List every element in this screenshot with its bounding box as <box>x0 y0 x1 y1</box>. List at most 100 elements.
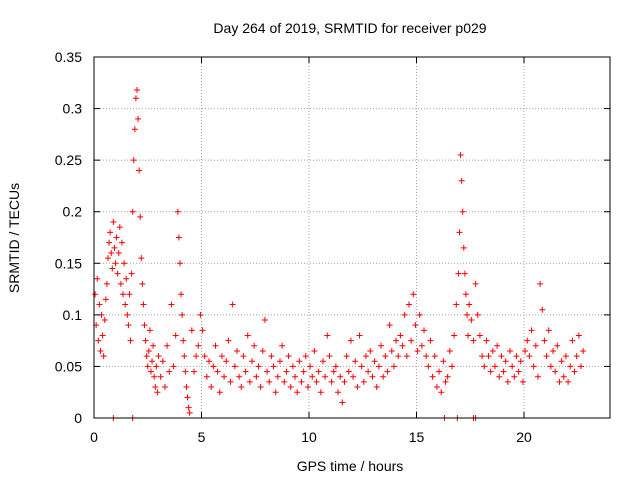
data-point <box>285 353 292 360</box>
data-point <box>545 327 552 334</box>
data-point <box>242 368 249 375</box>
data-point <box>539 306 546 313</box>
data-point <box>147 368 154 375</box>
x-tick-label: 0 <box>90 429 98 445</box>
data-point <box>183 384 190 391</box>
data-point <box>395 353 402 360</box>
data-point <box>560 373 567 380</box>
data-point <box>458 177 465 184</box>
data-point <box>507 347 514 354</box>
data-point <box>470 337 477 344</box>
data-point <box>274 373 281 380</box>
data-point <box>107 229 114 236</box>
data-point <box>558 358 565 365</box>
data-point <box>431 353 438 360</box>
data-point <box>130 157 137 164</box>
data-point <box>573 353 580 360</box>
data-point <box>96 301 103 308</box>
data-point <box>438 389 445 396</box>
data-point <box>150 342 157 349</box>
data-point <box>201 353 208 360</box>
data-point <box>456 229 463 236</box>
data-point <box>476 332 483 339</box>
data-point <box>161 384 168 391</box>
data-point <box>177 260 183 267</box>
data-point <box>326 353 333 360</box>
data-point <box>146 327 153 334</box>
data-point <box>358 363 365 370</box>
data-point <box>164 342 171 349</box>
data-point <box>203 373 210 380</box>
data-point <box>474 311 481 318</box>
data-point <box>319 358 326 365</box>
y-tick-label: 0.3 <box>63 101 83 117</box>
data-point <box>114 270 121 277</box>
data-point <box>126 291 133 298</box>
data-point <box>405 301 412 308</box>
data-point <box>283 368 290 375</box>
data-point <box>390 363 397 370</box>
data-point <box>528 327 535 334</box>
data-point <box>350 373 357 380</box>
data-point <box>279 342 286 349</box>
data-point <box>461 270 468 277</box>
chart-title: Day 264 of 2019, SRMTID for receiver p02… <box>213 20 486 36</box>
data-point <box>337 373 344 380</box>
data-point <box>244 332 251 339</box>
data-point <box>264 368 271 375</box>
data-point <box>259 347 266 354</box>
data-point <box>186 409 193 416</box>
data-point <box>117 280 124 287</box>
data-point <box>382 353 389 360</box>
data-point <box>231 363 238 370</box>
data-point <box>556 378 563 385</box>
data-point <box>324 332 331 339</box>
data-point <box>465 332 472 339</box>
data-point <box>103 280 110 287</box>
data-point <box>184 394 191 401</box>
y-tick-label: 0 <box>74 410 82 426</box>
data-point <box>442 378 449 385</box>
data-point <box>532 342 539 349</box>
data-point <box>393 337 400 344</box>
data-point <box>462 291 469 298</box>
data-point <box>515 368 522 375</box>
data-point <box>386 322 393 329</box>
data-point <box>313 378 320 385</box>
y-tick-label: 0.25 <box>55 152 82 168</box>
data-point <box>457 151 464 158</box>
data-point <box>541 337 548 344</box>
data-point <box>229 301 236 308</box>
data-point <box>223 358 230 365</box>
data-point <box>414 347 421 354</box>
data-point <box>175 234 182 241</box>
data-point <box>360 378 367 385</box>
data-point <box>418 342 425 349</box>
data-point <box>123 275 130 282</box>
data-point <box>145 347 152 354</box>
data-point <box>216 389 223 396</box>
data-point <box>330 368 337 375</box>
x-tick-label: 20 <box>516 429 532 445</box>
axis-ticks <box>93 56 610 419</box>
data-point <box>139 280 146 287</box>
data-point <box>261 317 268 324</box>
data-point <box>479 353 486 360</box>
x-tick-label: 15 <box>409 429 425 445</box>
data-point <box>481 363 488 370</box>
data-point <box>403 353 410 360</box>
data-point <box>154 389 161 396</box>
data-point <box>182 368 189 375</box>
data-point <box>179 311 186 318</box>
data-point <box>459 208 466 215</box>
data-point <box>562 353 569 360</box>
data-point <box>580 347 587 354</box>
data-point <box>304 384 311 391</box>
data-point <box>120 291 127 298</box>
data-point <box>208 384 215 391</box>
data-point <box>517 358 524 365</box>
data-point <box>347 337 354 344</box>
data-point <box>537 280 544 287</box>
x-axis-label: GPS time / hours <box>297 458 404 474</box>
y-tick-label: 0.05 <box>55 358 82 374</box>
